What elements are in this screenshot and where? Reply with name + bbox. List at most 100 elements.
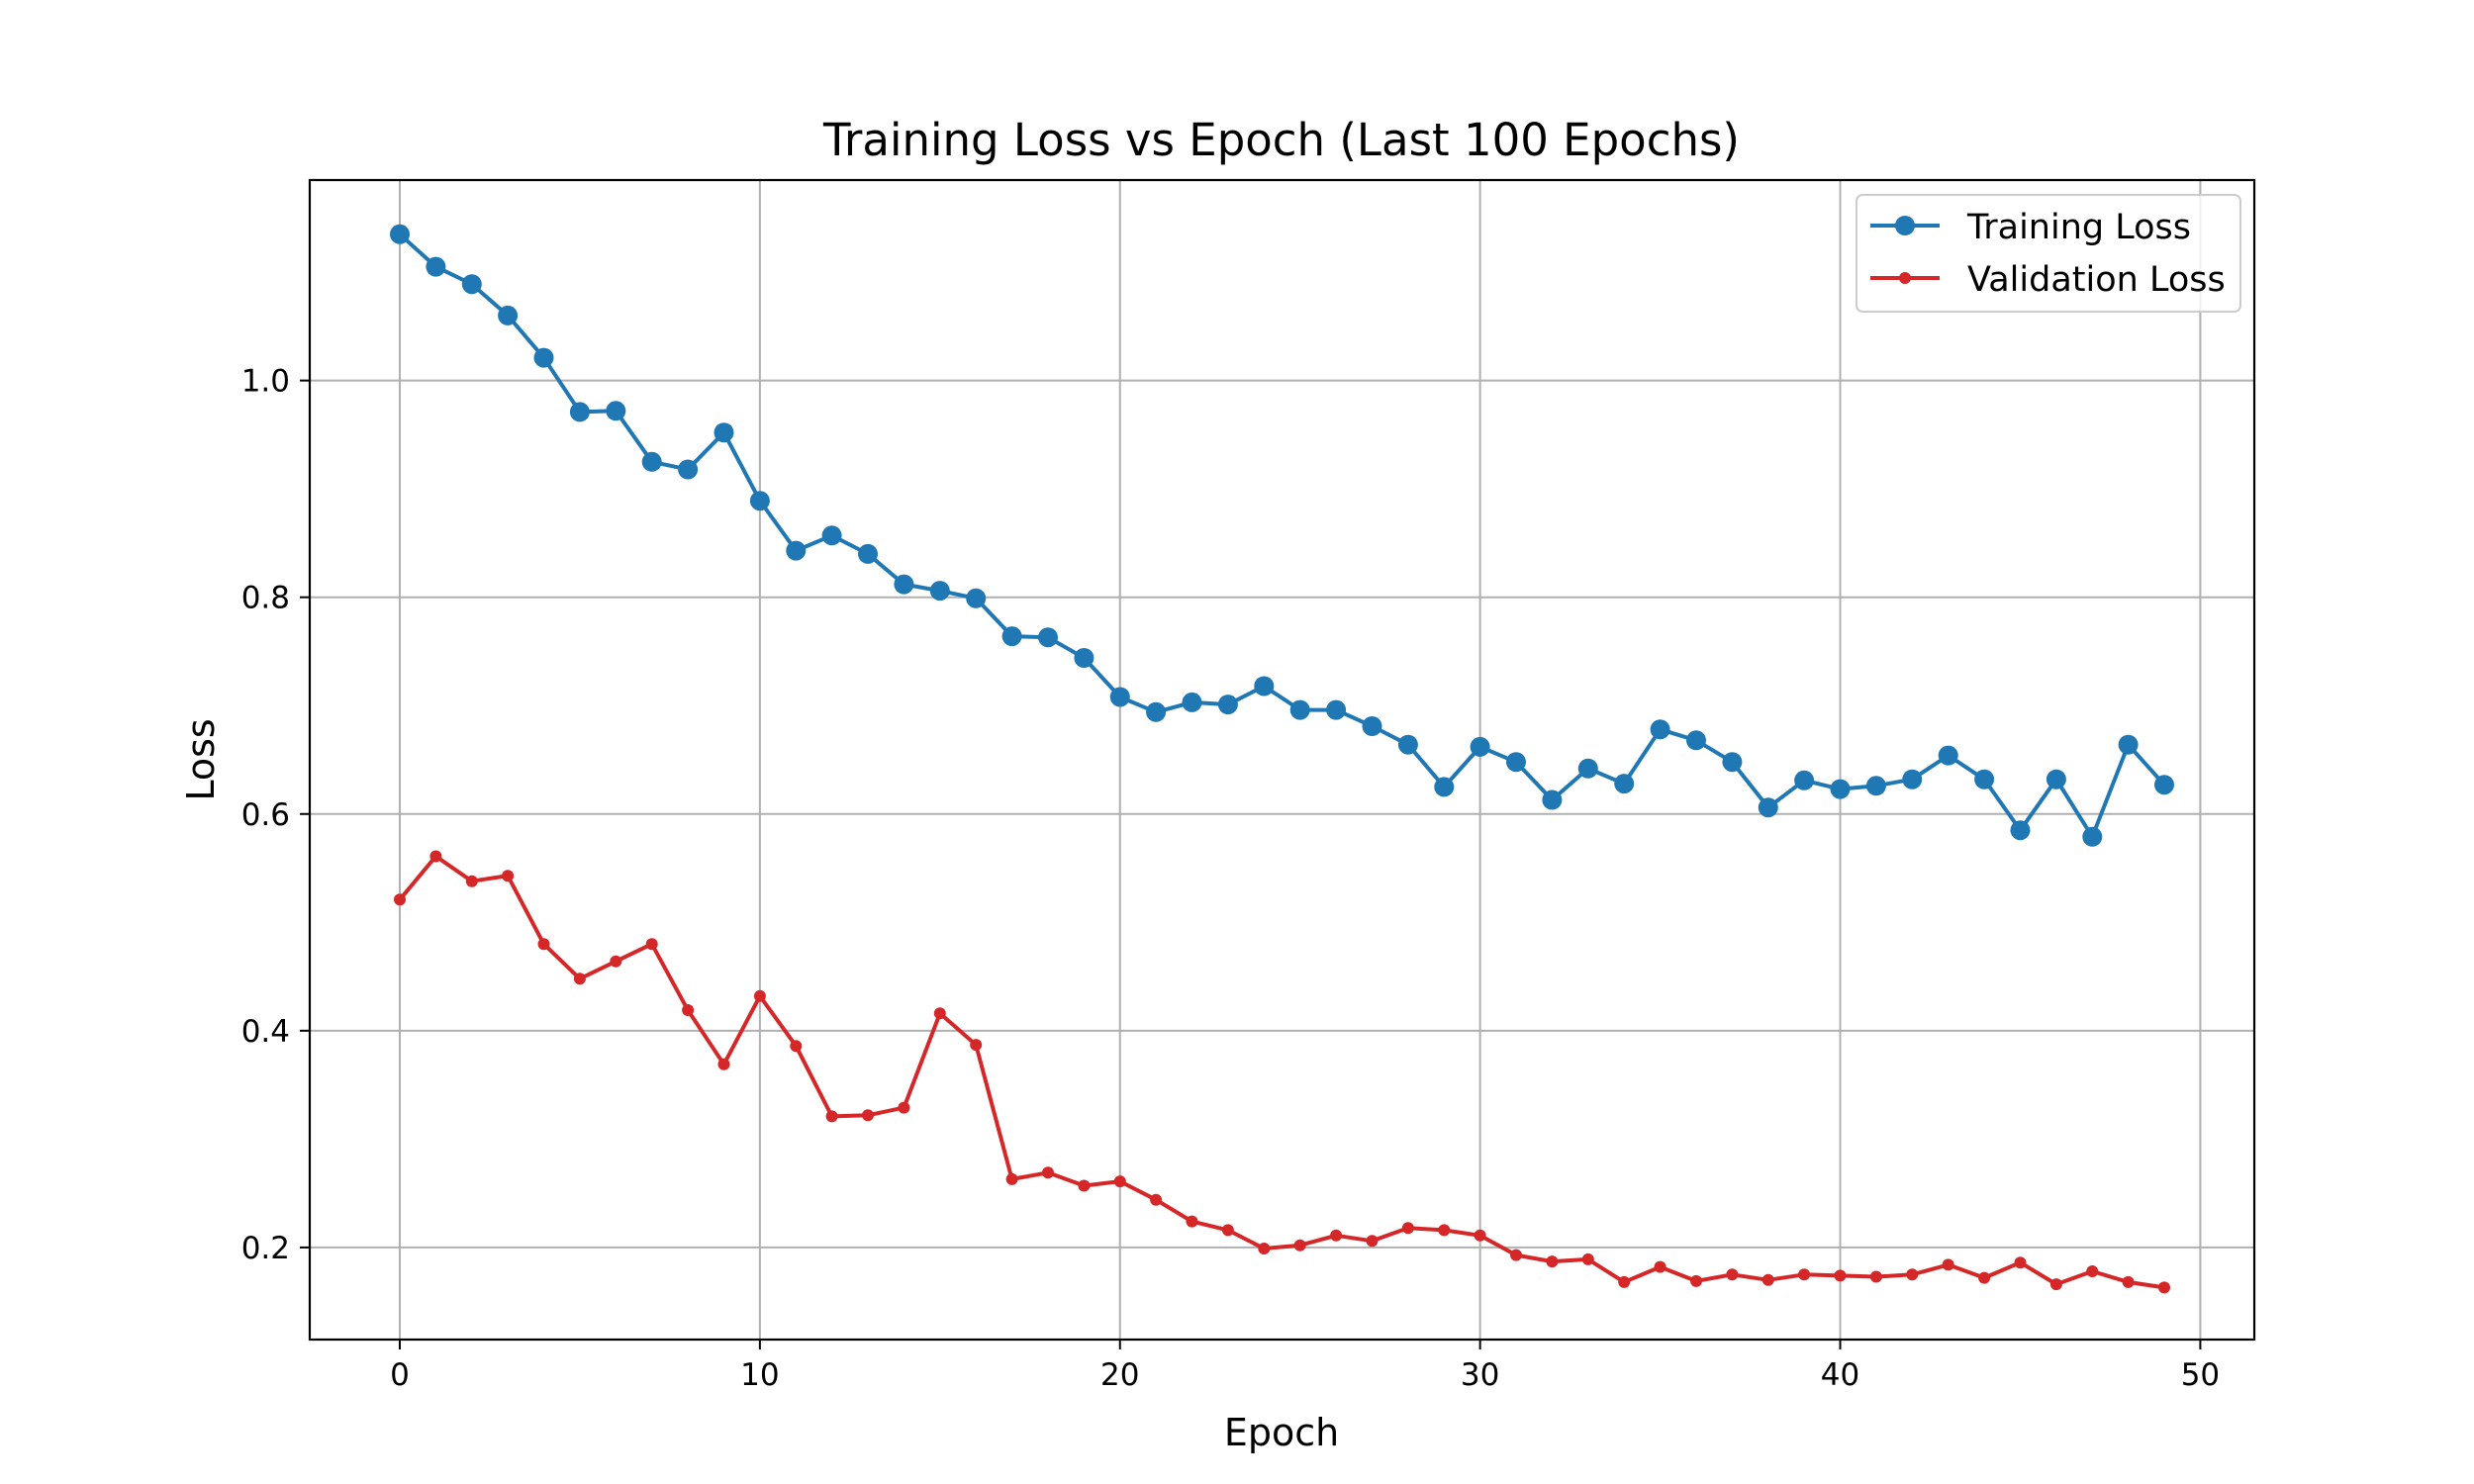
training-loss-point <box>498 305 519 325</box>
validation-loss-point <box>502 870 515 882</box>
training-loss-point <box>1182 692 1202 712</box>
validation-loss-point <box>682 1004 695 1016</box>
y-tick-label: 0.8 <box>241 581 290 616</box>
validation-loss-point <box>1906 1268 1919 1281</box>
training-loss-point <box>858 543 878 564</box>
validation-loss-point <box>862 1109 874 1122</box>
training-loss-point <box>929 581 950 602</box>
validation-loss-point <box>1654 1260 1666 1273</box>
training-loss-point <box>1470 736 1490 757</box>
x-tick-label: 30 <box>1461 1357 1499 1393</box>
training-loss-point <box>678 459 699 480</box>
training-loss-point <box>1289 699 1310 720</box>
validation-loss-point <box>1942 1258 1954 1271</box>
training-loss-point <box>714 422 734 443</box>
validation-loss-point <box>1618 1275 1631 1288</box>
training-loss-point <box>426 256 446 277</box>
validation-loss-point <box>2158 1281 2170 1294</box>
training-loss-point <box>1686 730 1706 751</box>
training-loss-point <box>1938 745 1958 766</box>
validation-loss-point <box>1113 1175 1126 1188</box>
validation-loss-point <box>1186 1215 1198 1228</box>
legend-label-validation: Validation Loss <box>1967 260 2226 300</box>
training-loss-point <box>2010 820 2031 841</box>
validation-loss-point <box>645 938 658 951</box>
training-loss-point <box>1974 769 1995 789</box>
training-loss-point <box>1577 758 1598 779</box>
validation-loss-point <box>1366 1235 1379 1248</box>
validation-loss-point <box>717 1058 730 1070</box>
validation-loss-point <box>1869 1270 1882 1283</box>
legend-entry-validation: Validation Loss <box>1870 260 2226 300</box>
y-tick-label: 0.6 <box>241 797 290 833</box>
validation-loss-point <box>537 938 550 951</box>
training-loss-point <box>1722 752 1743 773</box>
validation-loss-point <box>1293 1239 1306 1252</box>
plot-frame <box>308 178 2256 1342</box>
training-loss-point <box>1254 676 1275 696</box>
training-loss-point <box>749 491 770 511</box>
validation-loss-point <box>2086 1265 2099 1277</box>
training-loss-point <box>1650 719 1670 740</box>
training-loss-point <box>461 274 482 295</box>
training-loss-point <box>1434 777 1455 797</box>
validation-loss-point <box>1438 1224 1451 1237</box>
validation-loss-point <box>790 1040 803 1053</box>
training-loss-point <box>641 451 662 472</box>
validation-loss-point <box>429 850 442 863</box>
validation-loss-point <box>1834 1269 1847 1282</box>
training-loss-point <box>569 402 590 422</box>
validation-loss-point <box>573 973 586 985</box>
validation-loss-point <box>1581 1252 1594 1265</box>
training-loss-point <box>390 224 410 244</box>
legend: Training Loss Validation Loss <box>1856 194 2241 313</box>
legend-marker-validation <box>1899 272 1911 284</box>
validation-loss-point <box>1546 1255 1559 1268</box>
training-loss-point <box>1758 797 1778 818</box>
training-loss-point <box>1038 627 1058 648</box>
validation-loss-point <box>1978 1271 1991 1284</box>
validation-loss-point <box>1401 1222 1414 1235</box>
training-loss-point <box>2082 826 2103 847</box>
legend-box <box>1856 194 2241 313</box>
validation-loss-point <box>2049 1278 2062 1291</box>
training-loss-point <box>786 540 807 561</box>
validation-loss-point <box>1474 1229 1486 1242</box>
validation-loss-point <box>1078 1179 1091 1192</box>
validation-loss-point <box>1798 1268 1811 1281</box>
training-loss-point <box>1109 687 1130 707</box>
training-loss-point <box>1074 648 1094 668</box>
training-loss-point <box>1001 626 1022 647</box>
training-loss-point <box>1397 734 1418 755</box>
validation-loss-point <box>1510 1249 1522 1261</box>
training-loss-point <box>606 401 626 421</box>
x-axis-label: Epoch <box>1224 1411 1339 1454</box>
training-loss-point <box>966 588 987 608</box>
training-loss-point <box>533 347 554 368</box>
validation-loss-point <box>1042 1166 1054 1179</box>
training-loss-point <box>1326 699 1347 720</box>
validation-loss-point <box>1150 1193 1163 1206</box>
training-loss-point <box>1614 774 1635 794</box>
validation-loss-point <box>898 1101 910 1114</box>
x-tick-label: 40 <box>1821 1357 1859 1393</box>
training-loss-point <box>2154 775 2174 795</box>
x-tick-label: 20 <box>1100 1357 1139 1393</box>
series-layer <box>390 224 2174 1294</box>
training-loss-point <box>1794 770 1815 790</box>
validation-loss-point <box>1221 1224 1234 1237</box>
training-loss-point <box>1217 695 1238 715</box>
validation-loss-point <box>933 1007 946 1020</box>
validation-loss-point <box>2122 1275 2135 1288</box>
training-loss-point <box>894 574 914 595</box>
validation-loss-point <box>610 955 622 968</box>
validation-loss-line <box>398 854 2165 1290</box>
validation-loss-point <box>1330 1229 1343 1242</box>
grid <box>310 180 2254 1340</box>
validation-loss-point <box>1690 1274 1702 1287</box>
training-loss-point <box>1902 769 1923 789</box>
training-loss-point <box>821 525 842 546</box>
validation-loss-point <box>1726 1268 1739 1281</box>
training-loss-point <box>1542 789 1563 810</box>
legend-marker-training <box>1895 216 1915 235</box>
